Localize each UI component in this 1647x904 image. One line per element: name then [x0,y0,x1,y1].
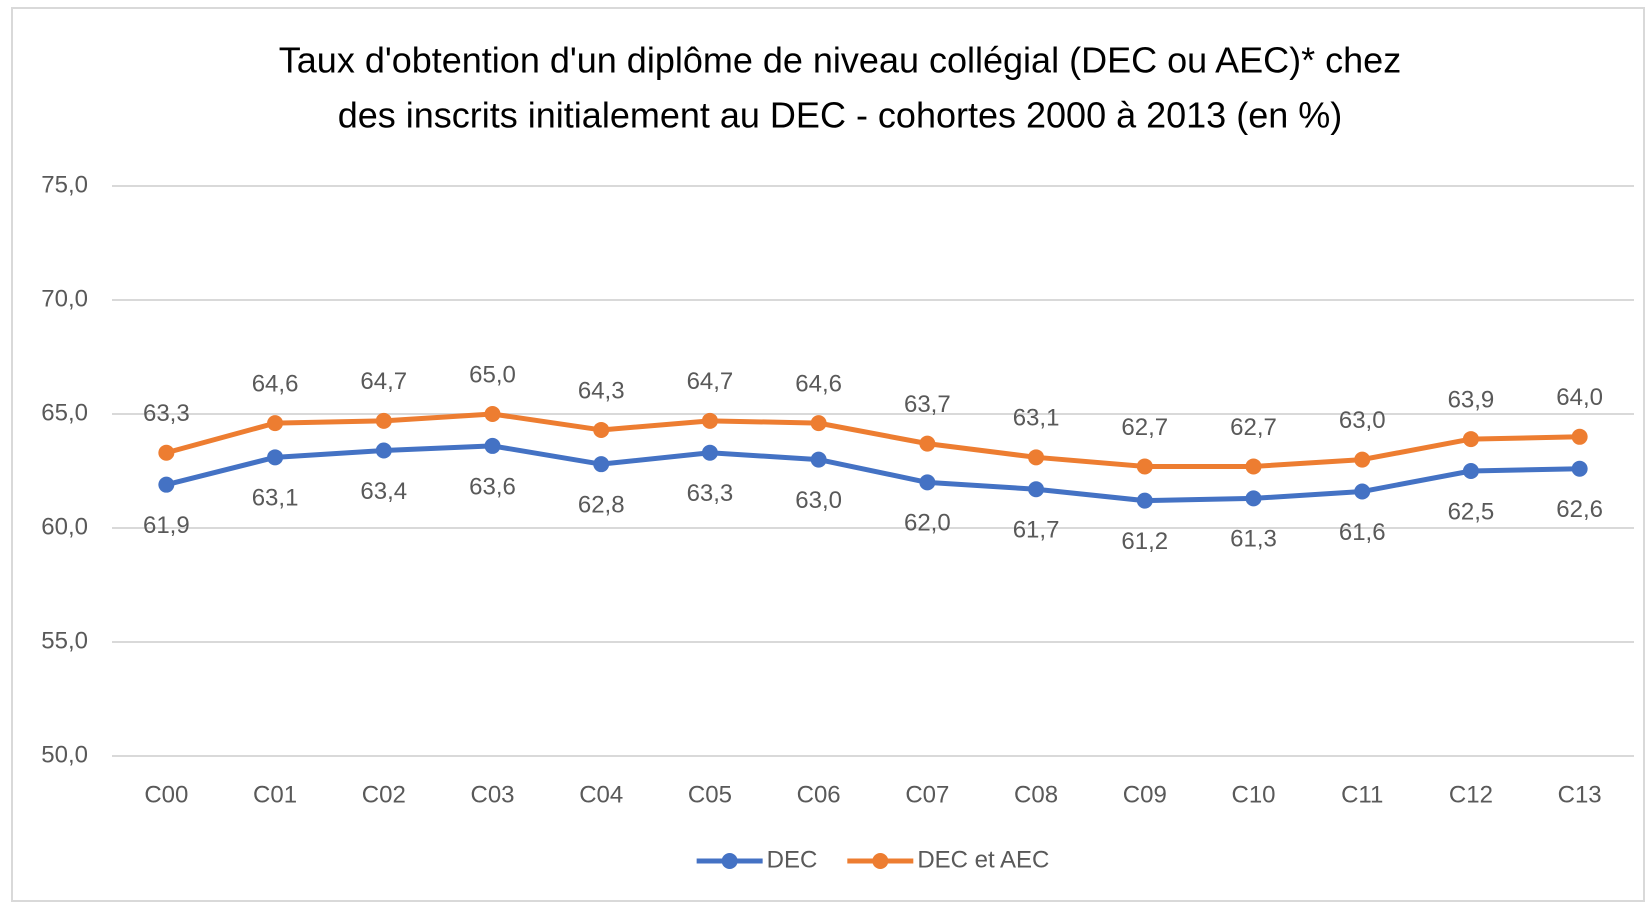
point [158,476,175,493]
chart-title: des inscrits initialement au DEC - cohor… [338,95,1343,136]
x-tick-label: C10 [1231,781,1275,808]
legend-label: DEC [767,846,818,873]
point [701,412,718,429]
point [1028,449,1045,466]
data-label: 61,7 [1013,517,1060,544]
point [484,437,501,454]
data-label: 63,7 [904,391,951,418]
point [267,449,284,466]
data-label: 65,0 [469,361,516,388]
data-label: 63,1 [252,485,299,512]
data-label: 63,1 [1013,405,1060,432]
point [1571,428,1588,445]
y-tick-label: 65,0 [41,399,88,426]
x-tick-label: C13 [1558,781,1602,808]
point [1245,490,1262,507]
data-label: 64,7 [687,368,734,395]
data-label: 61,3 [1230,526,1277,553]
x-tick-label: C05 [688,781,732,808]
data-label: 64,0 [1556,384,1603,411]
x-tick-label: C01 [253,781,297,808]
point [593,421,610,438]
data-label: 63,3 [143,400,190,427]
chart-title: Taux d'obtention d'un diplôme de niveau … [279,40,1401,81]
point [810,415,827,432]
point [593,456,610,473]
data-label: 63,3 [687,480,734,507]
point [1136,458,1153,475]
x-tick-label: C09 [1123,781,1167,808]
point [1462,463,1479,479]
data-label: 64,7 [360,368,407,395]
point [1354,451,1371,468]
point [1245,458,1262,475]
data-label: 64,6 [252,370,299,397]
x-tick-label: C04 [579,781,623,808]
data-label: 62,0 [904,510,951,537]
x-tick-label: C00 [144,781,188,808]
point [1354,483,1371,500]
x-tick-label: C07 [905,781,949,808]
point [375,442,392,459]
legend-marker [721,853,738,869]
x-tick-label: C12 [1449,781,1493,808]
x-tick-label: C11 [1341,781,1383,808]
x-tick-label: C02 [362,781,406,808]
point [919,435,936,452]
data-label: 63,4 [360,478,407,505]
data-label: 62,7 [1230,414,1277,441]
point [375,412,392,429]
data-label: 62,6 [1556,496,1603,523]
data-label: 63,9 [1448,386,1495,413]
series-line [165,411,1580,469]
point [1136,492,1153,509]
point [1571,460,1588,477]
y-tick-label: 70,0 [41,285,88,312]
x-tick-label: C06 [797,781,841,808]
point [810,451,827,468]
point [701,444,718,461]
data-label: 62,5 [1448,498,1495,525]
data-label: 63,0 [795,487,842,514]
data-label: 61,9 [143,512,190,539]
data-label: 63,6 [469,473,516,500]
point [919,474,936,491]
point [484,406,501,422]
data-label: 62,7 [1121,414,1168,441]
data-label: 64,6 [795,370,842,397]
y-tick-label: 50,0 [41,741,88,768]
y-tick-label: 75,0 [41,171,88,198]
y-tick-label: 55,0 [41,627,88,654]
data-label: 63,0 [1339,407,1386,434]
x-tick-label: C03 [470,781,514,808]
x-tick-label: C08 [1014,781,1058,808]
legend-marker [872,853,889,869]
point [1028,481,1045,498]
series-line [165,443,1580,504]
point [158,444,175,461]
legend-label: DEC et AEC [917,846,1049,873]
y-tick-label: 60,0 [41,513,88,540]
data-label: 61,2 [1121,528,1168,555]
data-label: 62,8 [578,492,625,519]
data-label: 61,6 [1339,519,1386,546]
point [1462,431,1479,448]
data-label: 64,3 [578,377,625,404]
point [267,415,284,432]
